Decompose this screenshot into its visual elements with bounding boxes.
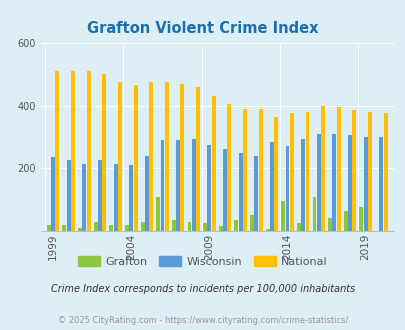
Bar bbox=[82, 164, 86, 231]
Bar bbox=[296, 223, 300, 231]
Bar bbox=[94, 222, 98, 231]
Bar bbox=[332, 134, 336, 231]
Bar bbox=[316, 134, 320, 231]
Bar bbox=[320, 106, 324, 231]
Bar bbox=[98, 160, 102, 231]
Bar bbox=[265, 229, 269, 231]
Bar bbox=[176, 140, 180, 231]
Bar bbox=[211, 96, 215, 231]
Bar bbox=[343, 211, 347, 231]
Bar bbox=[305, 112, 309, 231]
Bar bbox=[118, 82, 122, 231]
Bar bbox=[207, 145, 211, 231]
Bar bbox=[218, 226, 222, 231]
Bar bbox=[238, 152, 242, 231]
Bar bbox=[62, 225, 66, 231]
Bar bbox=[281, 201, 284, 231]
Bar bbox=[258, 109, 262, 231]
Bar bbox=[222, 149, 226, 231]
Bar bbox=[227, 104, 231, 231]
Bar bbox=[191, 139, 195, 231]
Bar bbox=[234, 220, 238, 231]
Text: © 2025 CityRating.com - https://www.cityrating.com/crime-statistics/: © 2025 CityRating.com - https://www.city… bbox=[58, 316, 347, 325]
Bar bbox=[102, 74, 106, 231]
Bar bbox=[145, 156, 149, 231]
Bar bbox=[133, 85, 137, 231]
Bar bbox=[347, 135, 351, 231]
Bar bbox=[78, 228, 82, 231]
Bar bbox=[196, 87, 200, 231]
Bar bbox=[87, 71, 90, 231]
Bar bbox=[129, 165, 133, 231]
Bar bbox=[383, 114, 387, 231]
Bar bbox=[113, 164, 117, 231]
Bar bbox=[367, 112, 371, 231]
Bar bbox=[66, 160, 70, 231]
Text: Crime Index corresponds to incidents per 100,000 inhabitants: Crime Index corresponds to incidents per… bbox=[51, 284, 354, 294]
Bar bbox=[109, 225, 113, 231]
Bar bbox=[47, 225, 51, 231]
Bar bbox=[254, 156, 258, 231]
Bar bbox=[140, 222, 144, 231]
Bar bbox=[149, 82, 153, 231]
Bar bbox=[180, 84, 184, 231]
Bar bbox=[187, 222, 191, 231]
Bar bbox=[289, 114, 293, 231]
Bar bbox=[336, 107, 340, 231]
Bar bbox=[274, 116, 277, 231]
Bar bbox=[171, 220, 175, 231]
Bar bbox=[125, 225, 129, 231]
Bar bbox=[363, 137, 367, 231]
Bar bbox=[269, 142, 273, 231]
Bar bbox=[202, 223, 207, 231]
Bar bbox=[378, 137, 382, 231]
Bar bbox=[160, 140, 164, 231]
Bar bbox=[71, 71, 75, 231]
Bar bbox=[243, 109, 246, 231]
Bar bbox=[285, 147, 289, 231]
Bar bbox=[55, 71, 59, 231]
Bar bbox=[164, 82, 168, 231]
Bar bbox=[156, 197, 160, 231]
Bar bbox=[358, 208, 362, 231]
Bar bbox=[249, 215, 253, 231]
Bar bbox=[312, 197, 315, 231]
Text: Grafton Violent Crime Index: Grafton Violent Crime Index bbox=[87, 21, 318, 36]
Bar bbox=[51, 157, 55, 231]
Bar bbox=[301, 139, 305, 231]
Legend: Grafton, Wisconsin, National: Grafton, Wisconsin, National bbox=[73, 251, 332, 271]
Bar bbox=[352, 110, 356, 231]
Bar bbox=[327, 218, 331, 231]
